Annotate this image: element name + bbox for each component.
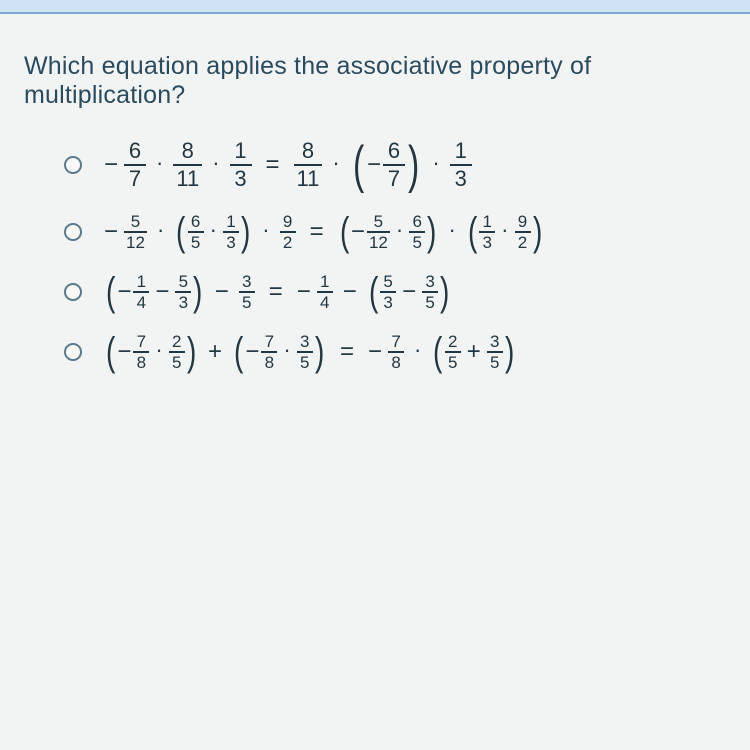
radio-icon[interactable]: [64, 283, 82, 301]
option-4-equation: ( − 78 · 25 ) + ( − 78 · 35 ) = −: [104, 332, 516, 372]
option-2[interactable]: − 512 · ( 65 · 13 ) · 92 = ( − 512 ·: [64, 212, 726, 252]
question-text: Which equation applies the associative p…: [24, 52, 726, 110]
content-area: Which equation applies the associative p…: [0, 14, 750, 372]
option-4[interactable]: ( − 78 · 25 ) + ( − 78 · 35 ) = −: [64, 332, 726, 372]
option-1-equation: − 67 · 811 · 13 = 811 · (−67) · 13: [104, 138, 472, 192]
screen: Which equation applies the associative p…: [0, 0, 750, 750]
option-2-equation: − 512 · ( 65 · 13 ) · 92 = ( − 512 ·: [104, 212, 544, 252]
options-group: − 67 · 811 · 13 = 811 · (−67) · 13: [24, 138, 726, 372]
option-3[interactable]: ( − 14 − 53 ) − 35 = − 14 − ( 53 − 3: [64, 272, 726, 312]
radio-icon[interactable]: [64, 156, 82, 174]
option-1[interactable]: − 67 · 811 · 13 = 811 · (−67) · 13: [64, 138, 726, 192]
window-titlebar: [0, 0, 750, 14]
radio-icon[interactable]: [64, 223, 82, 241]
option-3-equation: ( − 14 − 53 ) − 35 = − 14 − ( 53 − 3: [104, 272, 451, 312]
radio-icon[interactable]: [64, 343, 82, 361]
